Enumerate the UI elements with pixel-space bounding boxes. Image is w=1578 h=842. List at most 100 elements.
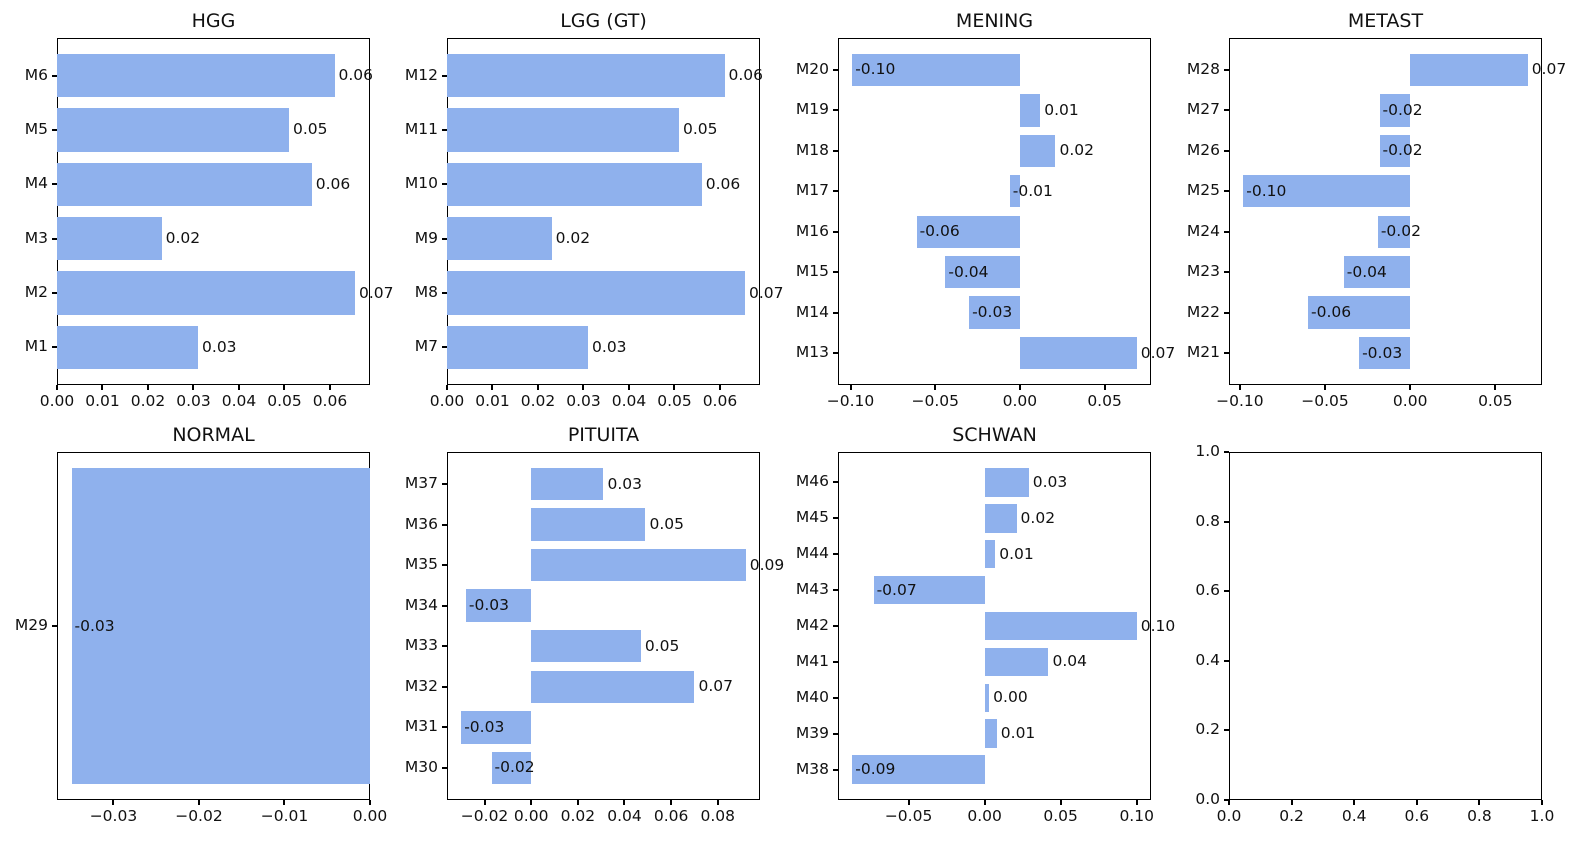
axes-box-empty-axes: [1229, 452, 1542, 800]
bar-m27: [1379, 94, 1411, 127]
bar-value-label: 0.06: [705, 174, 741, 193]
x-tick-label: 0.03: [566, 392, 601, 410]
y-tick-mark: [442, 183, 447, 186]
y-tick-label: M4: [24, 174, 48, 193]
x-tick-label: 0.00: [352, 807, 388, 825]
subplot-title-mening: MENING: [955, 10, 1034, 32]
bar-value-label: -0.01: [1012, 181, 1053, 200]
bar-value-label: 0.07: [748, 283, 784, 302]
x-tick-label: 0.05: [1043, 807, 1078, 825]
bar-value-label: -0.02: [1380, 222, 1421, 241]
bar-value-label: 0.02: [165, 229, 201, 248]
y-tick-mark: [833, 589, 838, 592]
bar-m8: [447, 271, 745, 315]
bar-value-label: 0.05: [649, 515, 684, 534]
y-tick-label: M5: [24, 119, 48, 138]
bar-value-label: 0.03: [592, 337, 627, 356]
bar-value-label: -0.03: [1362, 343, 1403, 362]
x-tick-mark: [1494, 385, 1497, 390]
bar-m29: [71, 467, 370, 785]
x-tick-mark: [670, 800, 673, 805]
x-tick-label: 1.0: [1529, 807, 1555, 825]
y-tick-label: M22: [1186, 302, 1220, 321]
y-tick-mark: [1224, 271, 1229, 274]
y-tick-label: M2: [24, 283, 48, 302]
y-tick-mark: [833, 311, 838, 314]
y-tick-label: M46: [795, 472, 829, 491]
bar-m31: [461, 711, 532, 744]
x-tick-label: −0.05: [1301, 392, 1349, 410]
x-tick-label: 0.00: [429, 392, 465, 410]
y-tick-mark: [833, 553, 838, 556]
y-tick-label: M1: [24, 337, 48, 356]
bar-value-label: 0.02: [555, 229, 591, 248]
x-tick-label: 0.04: [611, 392, 647, 410]
y-tick-label: M9: [414, 228, 438, 247]
y-tick-mark: [442, 604, 447, 607]
x-tick-label: 0.4: [1341, 807, 1367, 825]
bar-m3: [57, 216, 162, 261]
x-tick-mark: [146, 385, 149, 390]
y-tick-mark: [833, 696, 838, 699]
bar-value-label: -0.07: [876, 580, 917, 599]
bar-m43: [873, 575, 985, 605]
x-tick-label: 0.06: [312, 392, 348, 410]
y-tick-label: M35: [404, 555, 438, 574]
y-tick-label: M21: [1186, 343, 1220, 362]
x-tick-label: −0.03: [89, 807, 138, 825]
x-tick-label: 0.0: [1216, 807, 1242, 825]
bar-m20: [852, 53, 1020, 87]
bar-m44: [984, 539, 996, 569]
x-tick-label: 0.02: [520, 392, 556, 410]
y-tick-label: M31: [404, 717, 438, 736]
bar-value-label: 0.04: [1052, 652, 1087, 671]
y-tick-label: M27: [1186, 100, 1220, 119]
x-tick-mark: [1228, 800, 1230, 805]
y-tick-label: M30: [404, 757, 438, 776]
bar-m40: [984, 683, 990, 713]
y-tick-mark: [52, 346, 57, 349]
y-tick-mark: [52, 74, 57, 77]
bar-value-label: -0.02: [1382, 100, 1423, 119]
bar-m41: [984, 647, 1049, 677]
x-tick-mark: [1238, 385, 1241, 390]
bar-value-label: -0.04: [1346, 262, 1387, 281]
bar-m21: [1359, 336, 1411, 370]
x-tick-mark: [483, 800, 486, 805]
bar-m26: [1379, 134, 1411, 167]
y-tick-mark: [833, 149, 838, 152]
x-tick-mark: [627, 385, 630, 390]
x-tick-mark: [934, 385, 937, 390]
bar-value-label: -0.10: [855, 60, 896, 79]
subplot-title-metast: METAST: [1347, 10, 1424, 32]
x-tick-mark: [1541, 800, 1543, 805]
bar-m34: [465, 589, 532, 622]
bar-value-label: -0.03: [972, 303, 1013, 322]
bar-value-label: 0.07: [698, 677, 733, 696]
y-tick-mark: [1224, 659, 1229, 662]
subplot-title-lgg-gt: LGG (GT): [560, 10, 647, 32]
y-tick-mark: [1224, 149, 1229, 152]
y-tick-mark: [833, 352, 838, 355]
y-tick-label: M36: [404, 514, 438, 533]
y-tick-label: M7: [414, 337, 438, 356]
x-tick-mark: [1478, 800, 1481, 805]
x-tick-mark: [536, 385, 539, 390]
x-tick-mark: [192, 385, 195, 390]
bar-m25: [1243, 175, 1411, 208]
bar-value-label: -0.03: [74, 616, 115, 635]
bar-m15: [945, 255, 1020, 289]
bar-value-label: -0.09: [855, 760, 896, 779]
y-tick-mark: [1224, 520, 1229, 523]
x-tick-mark: [446, 385, 448, 390]
x-tick-label: −0.10: [1216, 392, 1264, 410]
bar-value-label: -0.06: [1311, 303, 1352, 322]
bar-m32: [531, 670, 695, 704]
y-tick-label: M12: [404, 65, 438, 84]
y-tick-label: 0.2: [1195, 720, 1220, 739]
y-tick-mark: [442, 237, 447, 240]
x-tick-label: −0.10: [826, 392, 875, 410]
x-tick-mark: [576, 800, 579, 805]
y-tick-label: M43: [795, 580, 829, 599]
